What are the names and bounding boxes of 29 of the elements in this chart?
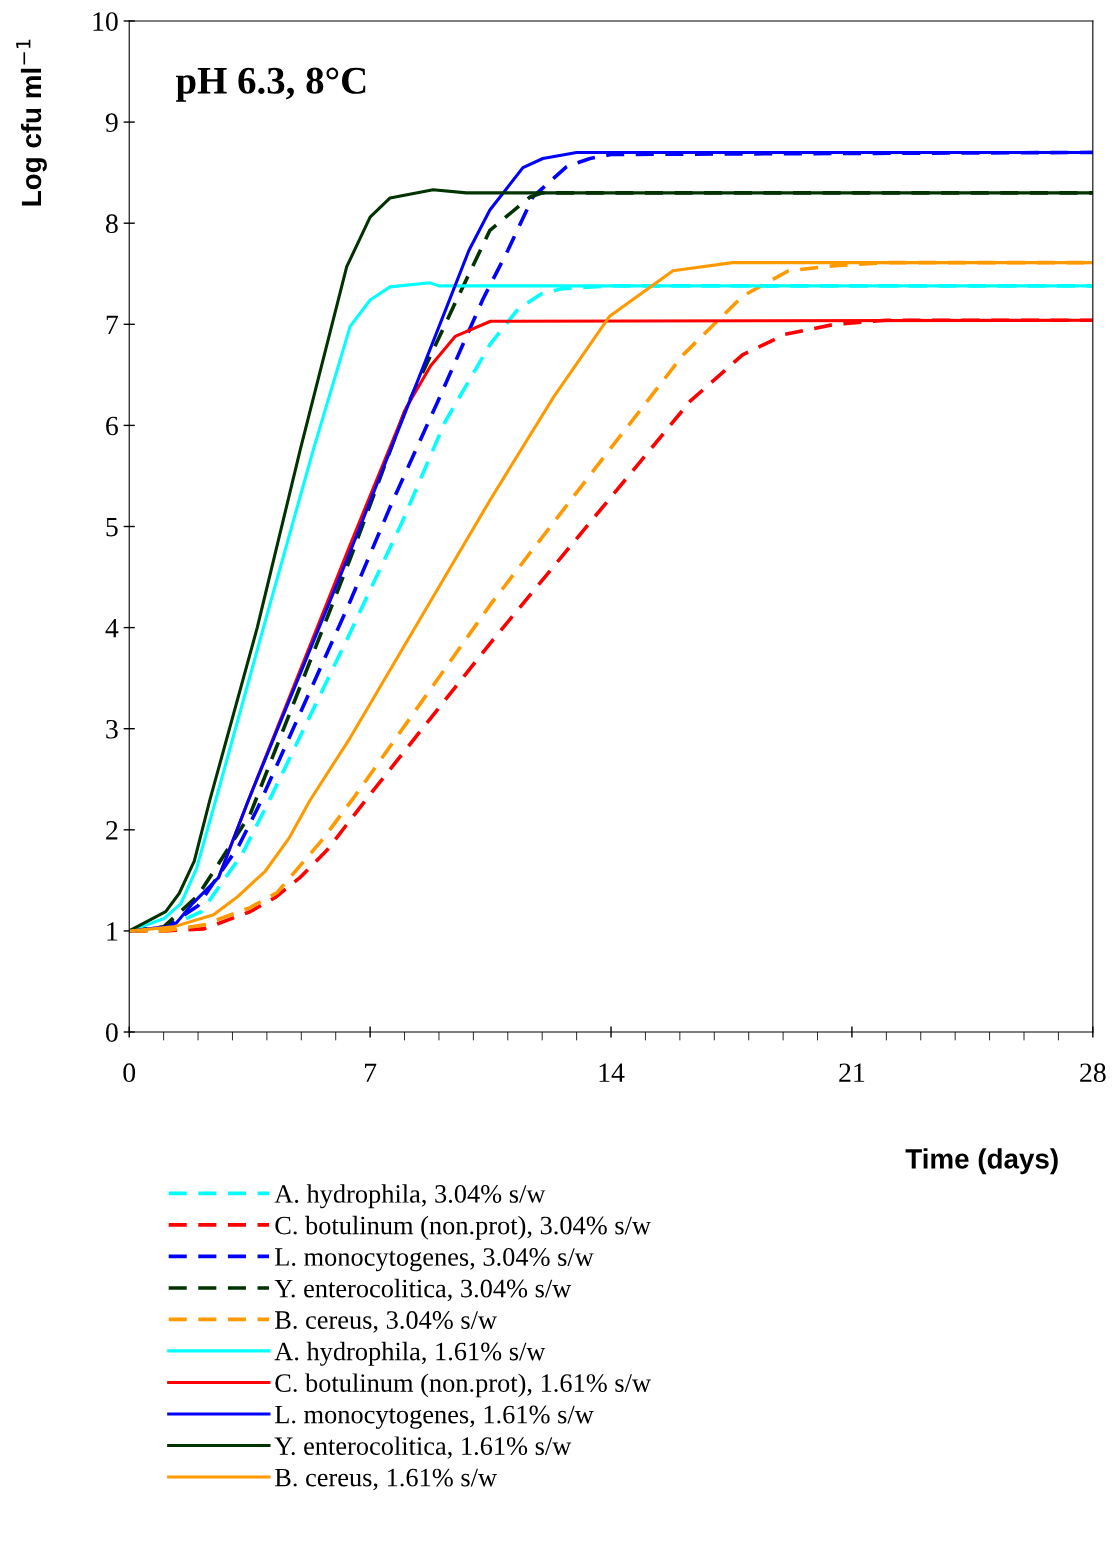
y-tick-label: 0	[105, 1023, 118, 1042]
legend-label: L. monocytogenes, 1.61% s/w	[275, 1405, 594, 1429]
legend-label: Y. enterocolitica, 1.61% s/w	[274, 1436, 572, 1459]
text: pH 6.3, 8°C	[175, 67, 366, 102]
y-tick-label: 1	[107, 922, 118, 941]
x-tick-label: 21	[839, 1063, 865, 1082]
y-tick-label: 9	[105, 113, 118, 133]
x-axis-title: Time (days)	[905, 1148, 1058, 1175]
legend-label: A. hydrophila, 3.04% s/w	[274, 1184, 546, 1209]
y-tick-label: 7	[106, 315, 119, 334]
y-tick-label: 3	[106, 719, 118, 739]
y-tick-label: 4	[105, 618, 119, 638]
x-tick-label: 0	[123, 1063, 136, 1083]
legend-label: Y. enterocolitica, 3.04% s/w	[274, 1278, 572, 1302]
x-tick-label: 7	[365, 1063, 377, 1082]
legend-label: A. hydrophila, 1.61% s/w	[274, 1341, 546, 1366]
y-axis-title: Log cfu ml$^{−1}$	[16, 39, 47, 206]
legend-label: L. monocytogenes, 3.04% s/w	[275, 1248, 594, 1272]
x-tick-label: 28	[1080, 1063, 1106, 1083]
y-tick-label: 5	[106, 517, 118, 537]
legend-label: B. cereus, 1.61% s/w	[275, 1468, 497, 1491]
y-tick-label: 2	[106, 821, 118, 840]
x-tick-label: 14	[599, 1063, 625, 1082]
y-tick-label: 6	[106, 416, 118, 436]
legend-label: C. botulinum (non.prot), 1.61% s/w	[275, 1373, 651, 1398]
y-tick-label: 10	[93, 12, 118, 31]
legend-label: B. cereus, 3.04% s/w	[275, 1311, 497, 1333]
y-tick-label: 8	[105, 214, 118, 234]
legend-label: C. botulinum (non.prot), 3.04% s/w	[275, 1215, 651, 1240]
